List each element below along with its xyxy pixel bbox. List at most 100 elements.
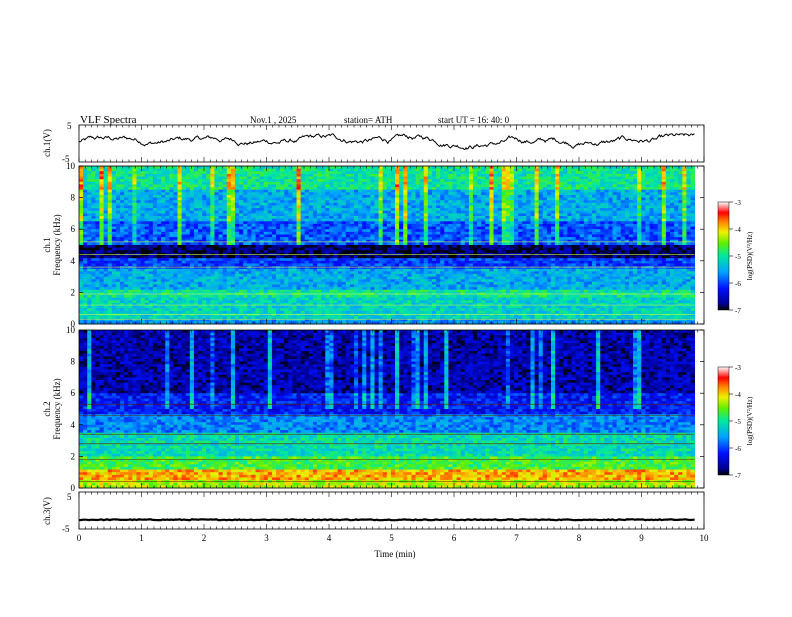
spectrogram-cell xyxy=(498,240,503,243)
spectrogram-cell xyxy=(432,245,437,248)
spectrogram-cell xyxy=(654,237,659,240)
spectrogram-cell xyxy=(165,224,170,227)
spectrogram-cell xyxy=(658,229,663,232)
spectrogram-cell xyxy=(243,237,248,240)
spectrogram-cell xyxy=(662,221,667,224)
spectrogram-cell xyxy=(325,242,330,245)
spectrogram-cell xyxy=(284,248,289,251)
spectrogram-cell xyxy=(444,195,449,198)
spectrogram-cell xyxy=(658,219,663,222)
spectrogram-cell xyxy=(608,242,613,245)
spectrogram-cell xyxy=(686,179,691,182)
spectrogram-cell xyxy=(407,242,412,245)
spectrogram-cell xyxy=(317,177,322,180)
spectrogram-cell xyxy=(153,200,158,203)
spectrogram-cell xyxy=(563,171,568,174)
spectrogram-cell xyxy=(128,224,133,227)
spectrogram-cell xyxy=(178,182,183,185)
spectrogram-cell xyxy=(465,182,470,185)
spectrogram-cell xyxy=(379,171,384,174)
spectrogram-cell xyxy=(153,179,158,182)
spectrogram-cell xyxy=(169,200,174,203)
spectrogram-cell xyxy=(276,227,281,230)
spectrogram-cell xyxy=(79,192,84,195)
spectrogram-cell xyxy=(494,237,499,240)
spectrogram-cell xyxy=(157,182,162,185)
spectrogram-cell xyxy=(309,221,314,224)
spectrogram-cell xyxy=(235,232,240,235)
spectrogram-cell xyxy=(313,219,318,222)
spectrogram-cell xyxy=(584,216,589,219)
spectrogram-cell xyxy=(383,227,388,230)
spectrogram-cell xyxy=(321,240,326,243)
spectrogram-cell xyxy=(510,245,515,248)
spectrogram-cell xyxy=(276,211,281,214)
spectrogram-cell xyxy=(255,208,259,211)
spectrogram-cell xyxy=(432,187,437,190)
spectrogram-cell xyxy=(465,200,470,203)
spectrogram-cell xyxy=(399,229,404,232)
spectrogram-cell xyxy=(608,174,613,177)
spectrogram-cell xyxy=(403,179,408,182)
spectrogram-cell xyxy=(662,184,667,187)
spectrogram-cell xyxy=(95,211,100,214)
spectrogram-cell xyxy=(333,166,338,169)
spectrogram-cell xyxy=(379,245,384,248)
spectrogram-cell xyxy=(567,206,572,209)
spectrogram-cell xyxy=(210,242,215,245)
spectrogram-cell xyxy=(411,206,416,209)
spectrogram-cell xyxy=(112,192,117,195)
spectrogram-cell xyxy=(268,224,273,227)
spectrogram-cell xyxy=(317,206,322,209)
spectrogram-cell xyxy=(100,182,105,185)
spectrogram-cell xyxy=(255,190,259,193)
spectrogram-cell xyxy=(342,206,347,209)
spectrogram-cell xyxy=(284,203,289,206)
spectrogram-cell xyxy=(165,203,170,206)
spectrogram-cell xyxy=(440,211,445,214)
spectrogram-cell xyxy=(202,198,207,201)
spectrogram-cell xyxy=(494,242,499,245)
spectrogram-cell xyxy=(407,227,412,230)
spectrogram-cell xyxy=(161,232,166,235)
spectrogram-cell xyxy=(617,234,622,237)
spectrogram-cell xyxy=(206,169,211,172)
spectrogram-cell xyxy=(288,190,293,193)
spectrogram-cell xyxy=(309,184,314,187)
spectrogram-cell xyxy=(649,216,654,219)
spectrogram-cell xyxy=(383,179,388,182)
spectrogram-cell xyxy=(494,184,499,187)
spectrogram-cell xyxy=(399,248,404,251)
spectrogram-cell xyxy=(186,227,191,230)
spectrogram-cell xyxy=(530,248,535,251)
spectrogram-cell xyxy=(387,200,392,203)
spectrogram-cell xyxy=(214,182,219,185)
spectrogram-cell xyxy=(395,187,400,190)
spectrogram-cell xyxy=(305,219,310,222)
spectrogram-cell xyxy=(457,187,462,190)
spectrogram-cell xyxy=(522,206,527,209)
spectrogram-cell xyxy=(641,240,646,243)
spectrogram-cell xyxy=(375,171,380,174)
spectrogram-cell xyxy=(321,198,326,201)
spectrogram-cell xyxy=(124,237,128,240)
spectrogram-cell xyxy=(366,219,371,222)
spectrogram-cell xyxy=(227,200,232,203)
spectrogram-cell xyxy=(178,184,183,187)
spectrogram-cell xyxy=(383,245,388,248)
spectrogram-cell xyxy=(141,237,146,240)
spectrogram-cell xyxy=(682,179,687,182)
spectrogram-cell xyxy=(309,248,314,251)
spectrogram-cell xyxy=(169,177,174,180)
spectrogram-cell xyxy=(461,166,466,169)
spectrogram-cell xyxy=(108,224,113,227)
spectrogram-cell xyxy=(104,171,109,174)
spectrogram-cell xyxy=(691,206,696,209)
spectrogram-cell xyxy=(161,208,166,211)
spectrogram-cell xyxy=(305,242,310,245)
spectrogram-cell xyxy=(362,232,367,235)
spectrogram-cell xyxy=(325,177,330,180)
spectrogram-cell xyxy=(621,200,626,203)
spectrogram-cell xyxy=(280,232,285,235)
spectrogram-cell xyxy=(317,169,322,172)
